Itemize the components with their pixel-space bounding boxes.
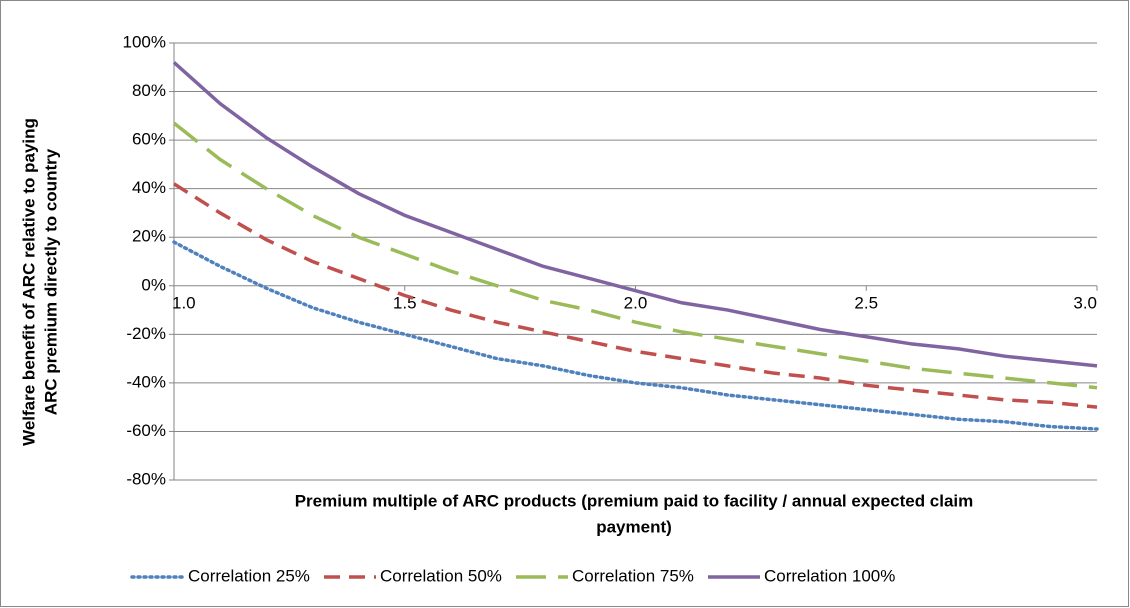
x-tick-label: 3.0: [1073, 293, 1097, 312]
x-tick-label: 2.0: [624, 293, 648, 312]
series-line: [172, 121, 1098, 390]
x-tick-label: 2.5: [854, 293, 878, 312]
y-tick-label: -40%: [126, 372, 166, 391]
x-tick-label: 1.0: [172, 293, 196, 312]
legend-label: Correlation 100%: [764, 566, 895, 585]
y-axis-title-line: ARC premium directly to country: [41, 148, 60, 415]
series-line: [173, 182, 1098, 409]
series-line: [172, 240, 1099, 431]
y-tick-label: 80%: [132, 81, 166, 100]
legend-label: Correlation 25%: [188, 566, 310, 585]
y-tick-label: 100%: [123, 32, 166, 51]
y-tick-label: -80%: [126, 469, 166, 488]
y-tick-label: 0%: [141, 275, 166, 294]
y-axis-title: Welfare benefit of ARC relative to payin…: [19, 118, 60, 446]
y-tick-label: -60%: [126, 421, 166, 440]
legend-label: Correlation 50%: [380, 566, 502, 585]
series-line: [172, 61, 1098, 368]
x-axis-title-line: Premium multiple of ARC products (premiu…: [295, 491, 974, 510]
legend-label: Correlation 75%: [572, 566, 694, 585]
y-tick-label: 20%: [132, 227, 166, 246]
y-tick-label: -20%: [126, 324, 166, 343]
y-axis-title-line: Welfare benefit of ARC relative to payin…: [19, 118, 38, 446]
y-tick-label: 40%: [132, 178, 166, 197]
y-tick-label: 60%: [132, 130, 166, 149]
x-axis-title-line: payment): [596, 517, 672, 536]
